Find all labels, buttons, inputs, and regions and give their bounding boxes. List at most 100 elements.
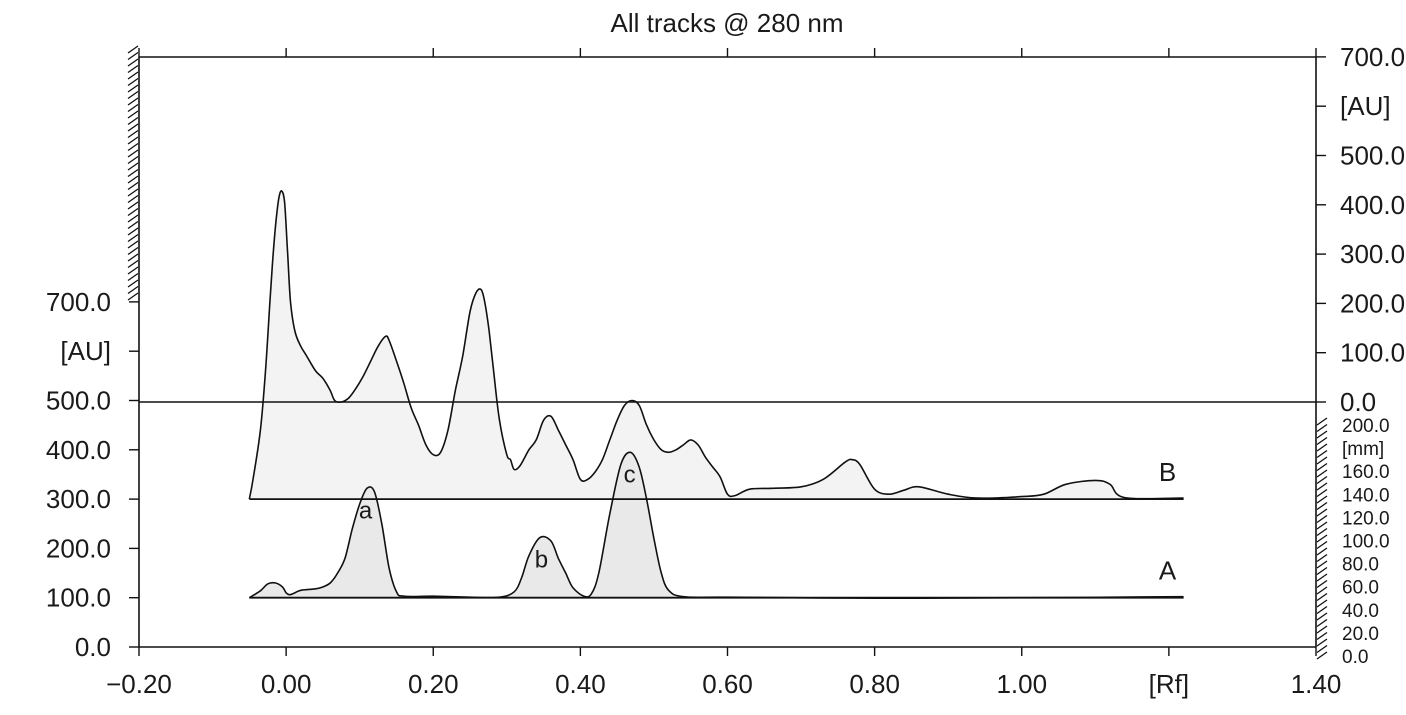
mm-tick-label: 20.0 <box>1342 624 1379 645</box>
left-axis-hatch <box>127 110 139 119</box>
track-b-fill <box>249 190 1184 500</box>
left-axis-hatch <box>127 272 139 282</box>
right-mm-axis-hatch <box>1316 638 1328 647</box>
mm-tick-label: 40.0 <box>1342 601 1379 622</box>
right-mm-axis-hatch <box>1316 566 1328 576</box>
left-axis-hatch <box>127 136 139 145</box>
left-axis-hatch <box>127 77 139 87</box>
peak-label-a: a <box>359 497 373 524</box>
mm-tick-label: 80.0 <box>1342 555 1379 576</box>
left-axis-hatch <box>127 64 139 74</box>
right-mm-axis-hatch <box>1316 586 1328 595</box>
right-mm-axis-hatch <box>1316 514 1328 524</box>
right-mm-axis-hatch <box>1316 521 1328 530</box>
mm-tick-label: 160.0 <box>1342 462 1390 483</box>
x-tick-label: 0.60 <box>702 669 753 699</box>
x-tick-label: 0.00 <box>261 669 312 699</box>
right-mm-axis-hatch <box>1316 547 1328 556</box>
track-a-line <box>248 451 1184 600</box>
right-mm-axis-hatch <box>1316 508 1328 517</box>
track-fills <box>249 190 1184 599</box>
track-a-fill <box>249 452 1184 599</box>
right-mm-axis-hatch <box>1316 631 1328 641</box>
left-axis-hatch <box>127 233 139 243</box>
right-mm-axis-hatch <box>1316 644 1328 654</box>
right-mm-axis-hatch <box>1316 540 1328 550</box>
y-tick-label-left: [AU] <box>60 336 111 366</box>
left-axis-hatch <box>127 142 139 152</box>
left-axis-hatch <box>127 116 139 126</box>
right-mm-axis-hatch <box>1316 553 1328 563</box>
mm-tick-label: 100.0 <box>1342 532 1390 553</box>
right-mm-axis-hatch <box>1316 495 1328 504</box>
right-mm-axis-hatch <box>1316 469 1328 478</box>
track-b-line <box>248 190 1184 500</box>
x-tick-label: 0.80 <box>849 669 900 699</box>
left-axis-hatch <box>127 129 139 139</box>
right-mm-axis-hatch <box>1316 462 1328 472</box>
left-axis-hatch <box>127 253 139 262</box>
left-axis-hatch <box>127 103 139 113</box>
right-mm-axis-hatch <box>1316 573 1328 582</box>
right-mm-axis-hatch <box>1316 599 1328 608</box>
mm-tick-label: 0.0 <box>1342 647 1368 668</box>
y-tick-label-left: 300.0 <box>46 484 111 514</box>
left-axis-hatch <box>127 71 139 80</box>
y-tick-label-right: [AU] <box>1340 91 1391 121</box>
right-mm-axis-hatch <box>1316 501 1328 511</box>
peak-label-c: c <box>624 461 636 488</box>
left-axis-hatch <box>127 51 139 61</box>
right-mm-axis-hatch <box>1316 475 1328 485</box>
left-axis-hatch <box>127 246 139 256</box>
left-axis-hatch <box>127 279 139 288</box>
y-tick-label-right: 100.0 <box>1340 338 1405 368</box>
y-tick-label-right: 500.0 <box>1340 141 1405 171</box>
y-tick-label-left: 0.0 <box>75 632 111 662</box>
y-tick-label-right: 700.0 <box>1340 42 1405 72</box>
right-mm-axis-hatch <box>1316 534 1328 543</box>
mm-tick-label: 140.0 <box>1342 485 1390 506</box>
right-mm-axis-hatch <box>1316 618 1328 628</box>
right-mm-axis-hatch <box>1316 488 1328 498</box>
y-tick-label-left: 500.0 <box>46 386 111 416</box>
right-mm-axis-hatch <box>1316 482 1328 491</box>
right-mm-axis-hatch <box>1316 592 1328 602</box>
right-mm-axis-hatch <box>1316 651 1328 660</box>
left-axis-hatch <box>127 168 139 178</box>
labels: All tracks @ 280 nm −0.20 0.00 0.20 0.40 0.60… <box>46 8 1405 699</box>
left-axis-hatch <box>127 175 139 184</box>
right-mm-axis-hatch <box>1316 579 1328 589</box>
y-tick-label-right: 0.0 <box>1340 387 1376 417</box>
left-axis-hatch <box>127 220 139 230</box>
x-tick-label: 1.00 <box>996 669 1047 699</box>
y-tick-label-right: 300.0 <box>1340 239 1405 269</box>
left-axis-hatch <box>127 240 139 249</box>
left-axis-hatch <box>127 84 139 93</box>
left-axis-hatch <box>127 227 139 236</box>
right-mm-axis-hatch <box>1316 449 1328 459</box>
y-tick-label-right: 200.0 <box>1340 288 1405 318</box>
x-tick-label: −0.20 <box>106 669 172 699</box>
y-tick-label-right: 400.0 <box>1340 190 1405 220</box>
left-axis-hatch <box>127 266 139 275</box>
left-axis-hatch <box>127 90 139 100</box>
right-mm-axis-hatch <box>1316 423 1328 433</box>
right-mm-axis-hatch <box>1316 430 1328 439</box>
right-mm-axis-hatch <box>1316 436 1328 446</box>
right-mm-axis-hatch <box>1316 605 1328 615</box>
right-mm-axis-hatch <box>1316 417 1328 426</box>
left-axis-hatch <box>127 188 139 197</box>
right-mm-axis-hatch <box>1316 527 1328 537</box>
left-axis-hatch <box>127 285 139 295</box>
y-tick-label-left: 200.0 <box>46 533 111 563</box>
axes <box>127 45 1328 660</box>
left-axis-hatch <box>127 292 139 301</box>
right-mm-axis-hatch <box>1316 612 1328 621</box>
mm-tick-label: 120.0 <box>1342 508 1390 529</box>
left-axis-hatch <box>127 207 139 217</box>
left-axis-hatch <box>127 259 139 269</box>
left-axis-hatch <box>127 45 139 54</box>
left-axis-hatch <box>127 201 139 210</box>
left-axis-hatch <box>127 58 139 67</box>
